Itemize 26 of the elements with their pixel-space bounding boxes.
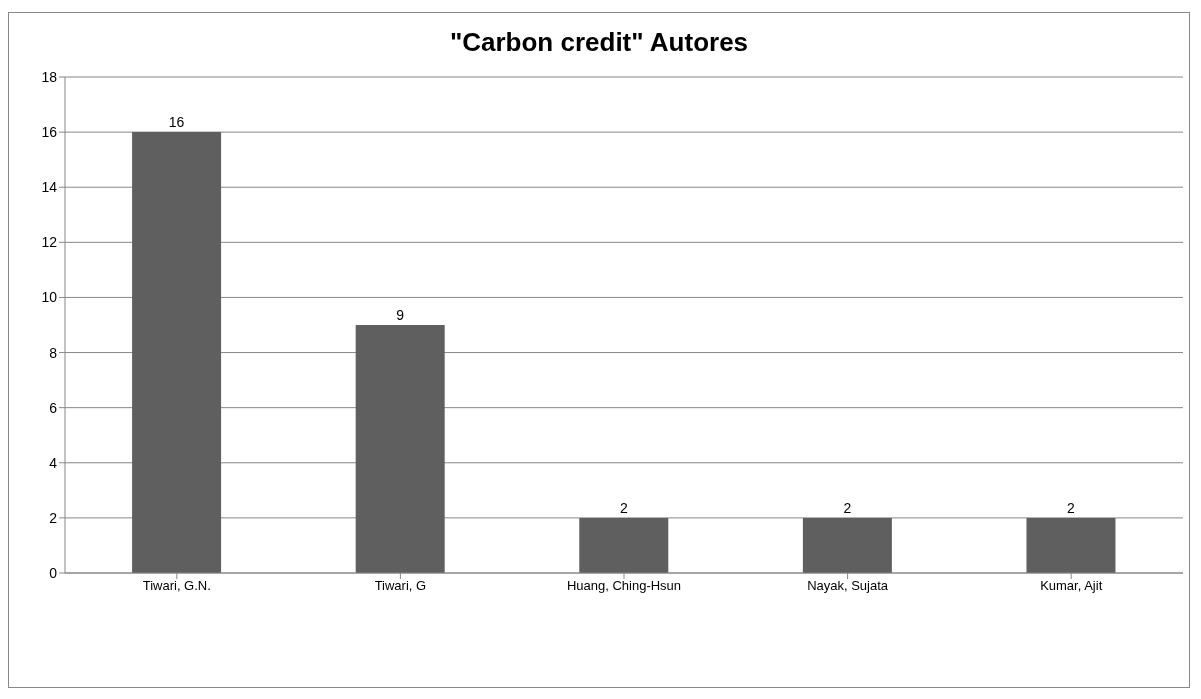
data-label: 2 xyxy=(619,499,628,516)
x-tick-label: Tiwari, G xyxy=(374,578,427,594)
y-tick-label: 18 xyxy=(41,68,58,85)
y-tick-label: 16 xyxy=(41,124,58,141)
bar xyxy=(132,132,222,573)
data-label: 16 xyxy=(168,114,185,131)
y-tick-label: 0 xyxy=(49,564,58,581)
y-tick-label: 4 xyxy=(49,454,58,471)
x-tick-label: Kumar, Ajit xyxy=(1040,578,1103,594)
bar xyxy=(355,325,445,573)
x-tick-label: Nayak, Sujata xyxy=(807,578,889,594)
y-tick-label: 6 xyxy=(49,399,58,416)
bar xyxy=(802,517,892,573)
chart-title: "Carbon credit" Autores xyxy=(448,27,750,58)
y-tick-label: 8 xyxy=(49,344,58,361)
bar xyxy=(579,517,669,573)
y-tick-label: 12 xyxy=(41,234,58,251)
y-tick-label: 2 xyxy=(49,509,58,526)
x-tick-label: Huang, Ching-Hsun xyxy=(566,578,682,594)
data-label: 2 xyxy=(843,499,852,516)
data-label: 9 xyxy=(396,307,405,323)
x-tick-label: Tiwari, G.N. xyxy=(142,578,211,594)
y-tick-label: 10 xyxy=(41,289,58,306)
y-tick-label: 14 xyxy=(41,179,58,196)
data-label: 2 xyxy=(1067,499,1076,516)
bar xyxy=(1026,517,1116,573)
